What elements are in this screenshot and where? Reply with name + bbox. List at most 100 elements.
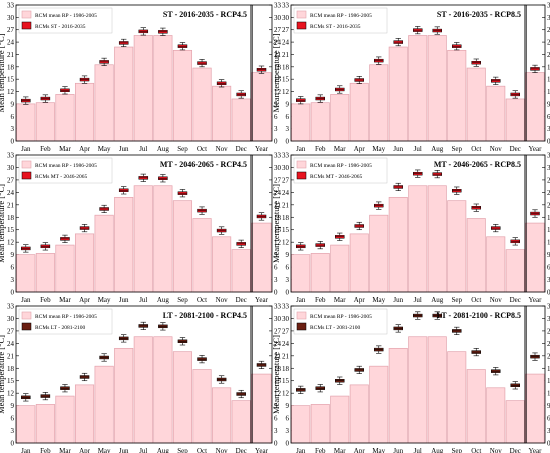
y-tick-label-right: 9 bbox=[274, 100, 278, 108]
y-tick-label-right: 9 bbox=[274, 251, 278, 259]
baseline-bar bbox=[74, 233, 95, 293]
baseline-bar bbox=[114, 196, 134, 293]
y-tick-label-right: 30 bbox=[274, 164, 282, 172]
legend-swatch-baseline bbox=[21, 311, 32, 320]
x-tick-label: Jun bbox=[393, 145, 403, 153]
legend-label-baseline: RCM mean RP - 1986-2005 bbox=[310, 163, 372, 169]
y-tick-label-right: 18 bbox=[274, 214, 282, 222]
baseline-bar bbox=[466, 369, 486, 444]
y-tick-label-right: 12 bbox=[547, 239, 550, 247]
baseline-bar bbox=[427, 35, 447, 142]
y-tick-label-right: 3 bbox=[547, 427, 550, 435]
baseline-bar bbox=[153, 185, 173, 293]
legend-swatch-baseline bbox=[21, 160, 32, 169]
y-tick-label-right: 0 bbox=[274, 138, 278, 146]
x-tick-label-year: Year bbox=[255, 447, 269, 453]
baseline-bar bbox=[486, 85, 506, 142]
x-tick-label-year: Year bbox=[529, 447, 543, 453]
x-tick-label: May bbox=[98, 296, 111, 304]
x-tick-label: Jun bbox=[393, 296, 403, 304]
y-tick-label: 15 bbox=[7, 226, 15, 234]
y-axis-label: Mean temperature [°C] bbox=[271, 184, 281, 263]
baseline-bar bbox=[427, 336, 447, 444]
y-tick-label-right: 18 bbox=[547, 365, 550, 373]
baseline-bar bbox=[427, 185, 447, 293]
x-tick-label: May bbox=[98, 145, 111, 153]
baseline-bar bbox=[408, 336, 428, 444]
y-tick-label: 0 bbox=[11, 138, 15, 146]
y-tick-label-right: 0 bbox=[274, 289, 278, 297]
y-tick-label: 6 bbox=[11, 415, 15, 423]
x-tick-label: Nov bbox=[490, 447, 503, 453]
panel-1: Mean temperature [°C]0033669912121515181… bbox=[271, 2, 550, 154]
baseline-bar bbox=[505, 400, 525, 444]
legend-box bbox=[18, 308, 113, 335]
baseline-bar bbox=[35, 253, 55, 293]
baseline-bar bbox=[55, 395, 75, 444]
x-tick-label: Aug bbox=[157, 447, 170, 453]
x-tick-label: Nov bbox=[490, 296, 503, 304]
x-tick-label: Dec bbox=[236, 447, 247, 453]
y-tick-label: 15 bbox=[282, 377, 290, 385]
y-tick-label: 3 bbox=[286, 125, 290, 133]
x-tick-label: Jun bbox=[119, 296, 129, 304]
x-tick-label: Mar bbox=[59, 145, 71, 153]
y-tick-label-right: 18 bbox=[274, 63, 282, 71]
legend-swatch-rcm bbox=[296, 21, 307, 30]
x-tick-label: Jan bbox=[21, 296, 31, 304]
y-tick-label-right: 15 bbox=[547, 76, 550, 84]
y-tick-label-right: 3 bbox=[547, 125, 550, 133]
legend-swatch-rcm bbox=[296, 171, 307, 180]
y-tick-label: 18 bbox=[7, 365, 15, 373]
x-tick-label: Aug bbox=[431, 296, 444, 304]
y-tick-label: 18 bbox=[7, 63, 15, 71]
y-tick-label: 18 bbox=[7, 214, 15, 222]
y-tick-label-right: 6 bbox=[547, 264, 550, 272]
baseline-year-bar bbox=[251, 222, 272, 293]
y-tick-label: 15 bbox=[7, 76, 15, 84]
y-tick-label-right: 12 bbox=[274, 239, 282, 247]
x-tick-label-year: Year bbox=[255, 296, 269, 304]
y-tick-label-right: 18 bbox=[547, 63, 550, 71]
baseline-bar bbox=[153, 35, 173, 142]
y-tick-label: 27 bbox=[282, 327, 290, 335]
baseline-bar bbox=[349, 82, 369, 142]
y-tick-label: 9 bbox=[286, 251, 290, 259]
baseline-bar bbox=[369, 365, 389, 444]
x-tick-label: Aug bbox=[157, 296, 170, 304]
x-tick-label: Apr bbox=[79, 145, 91, 153]
x-tick-label: Apr bbox=[354, 447, 366, 453]
y-tick-label: 33 bbox=[282, 152, 290, 160]
x-tick-label: Nov bbox=[216, 296, 229, 304]
y-tick-label-right: 21 bbox=[274, 51, 282, 59]
y-tick-label-right: 15 bbox=[274, 377, 282, 385]
x-tick-label: Mar bbox=[59, 447, 71, 453]
baseline-bar bbox=[330, 244, 350, 293]
x-tick-label: Apr bbox=[354, 145, 366, 153]
baseline-bar bbox=[486, 387, 506, 444]
x-tick-label: Sep bbox=[452, 447, 463, 453]
y-tick-label: 21 bbox=[7, 201, 15, 209]
x-tick-label: Apr bbox=[79, 447, 91, 453]
x-tick-label: Feb bbox=[40, 296, 51, 304]
x-tick-label: Aug bbox=[431, 447, 444, 453]
baseline-bar bbox=[133, 336, 153, 444]
y-tick-label-right: 33 bbox=[274, 303, 282, 311]
y-tick-label-right: 27 bbox=[274, 327, 282, 335]
x-tick-label: Sep bbox=[177, 296, 188, 304]
y-tick-label: 0 bbox=[286, 289, 290, 297]
panel-title: MT - 2046-2065 - RCP4.5 bbox=[160, 160, 247, 169]
baseline-bar bbox=[388, 196, 408, 293]
x-tick-label: Oct bbox=[197, 447, 207, 453]
y-tick-label-right: 24 bbox=[274, 189, 282, 197]
y-tick-label: 3 bbox=[11, 125, 15, 133]
baseline-bar bbox=[74, 384, 95, 444]
y-tick-label-right: 33 bbox=[547, 152, 550, 160]
y-tick-label: 21 bbox=[282, 201, 290, 209]
y-tick-label-right: 27 bbox=[274, 26, 282, 34]
y-tick-label: 33 bbox=[7, 303, 15, 311]
baseline-bar bbox=[466, 218, 486, 293]
y-tick-label: 15 bbox=[282, 226, 290, 234]
